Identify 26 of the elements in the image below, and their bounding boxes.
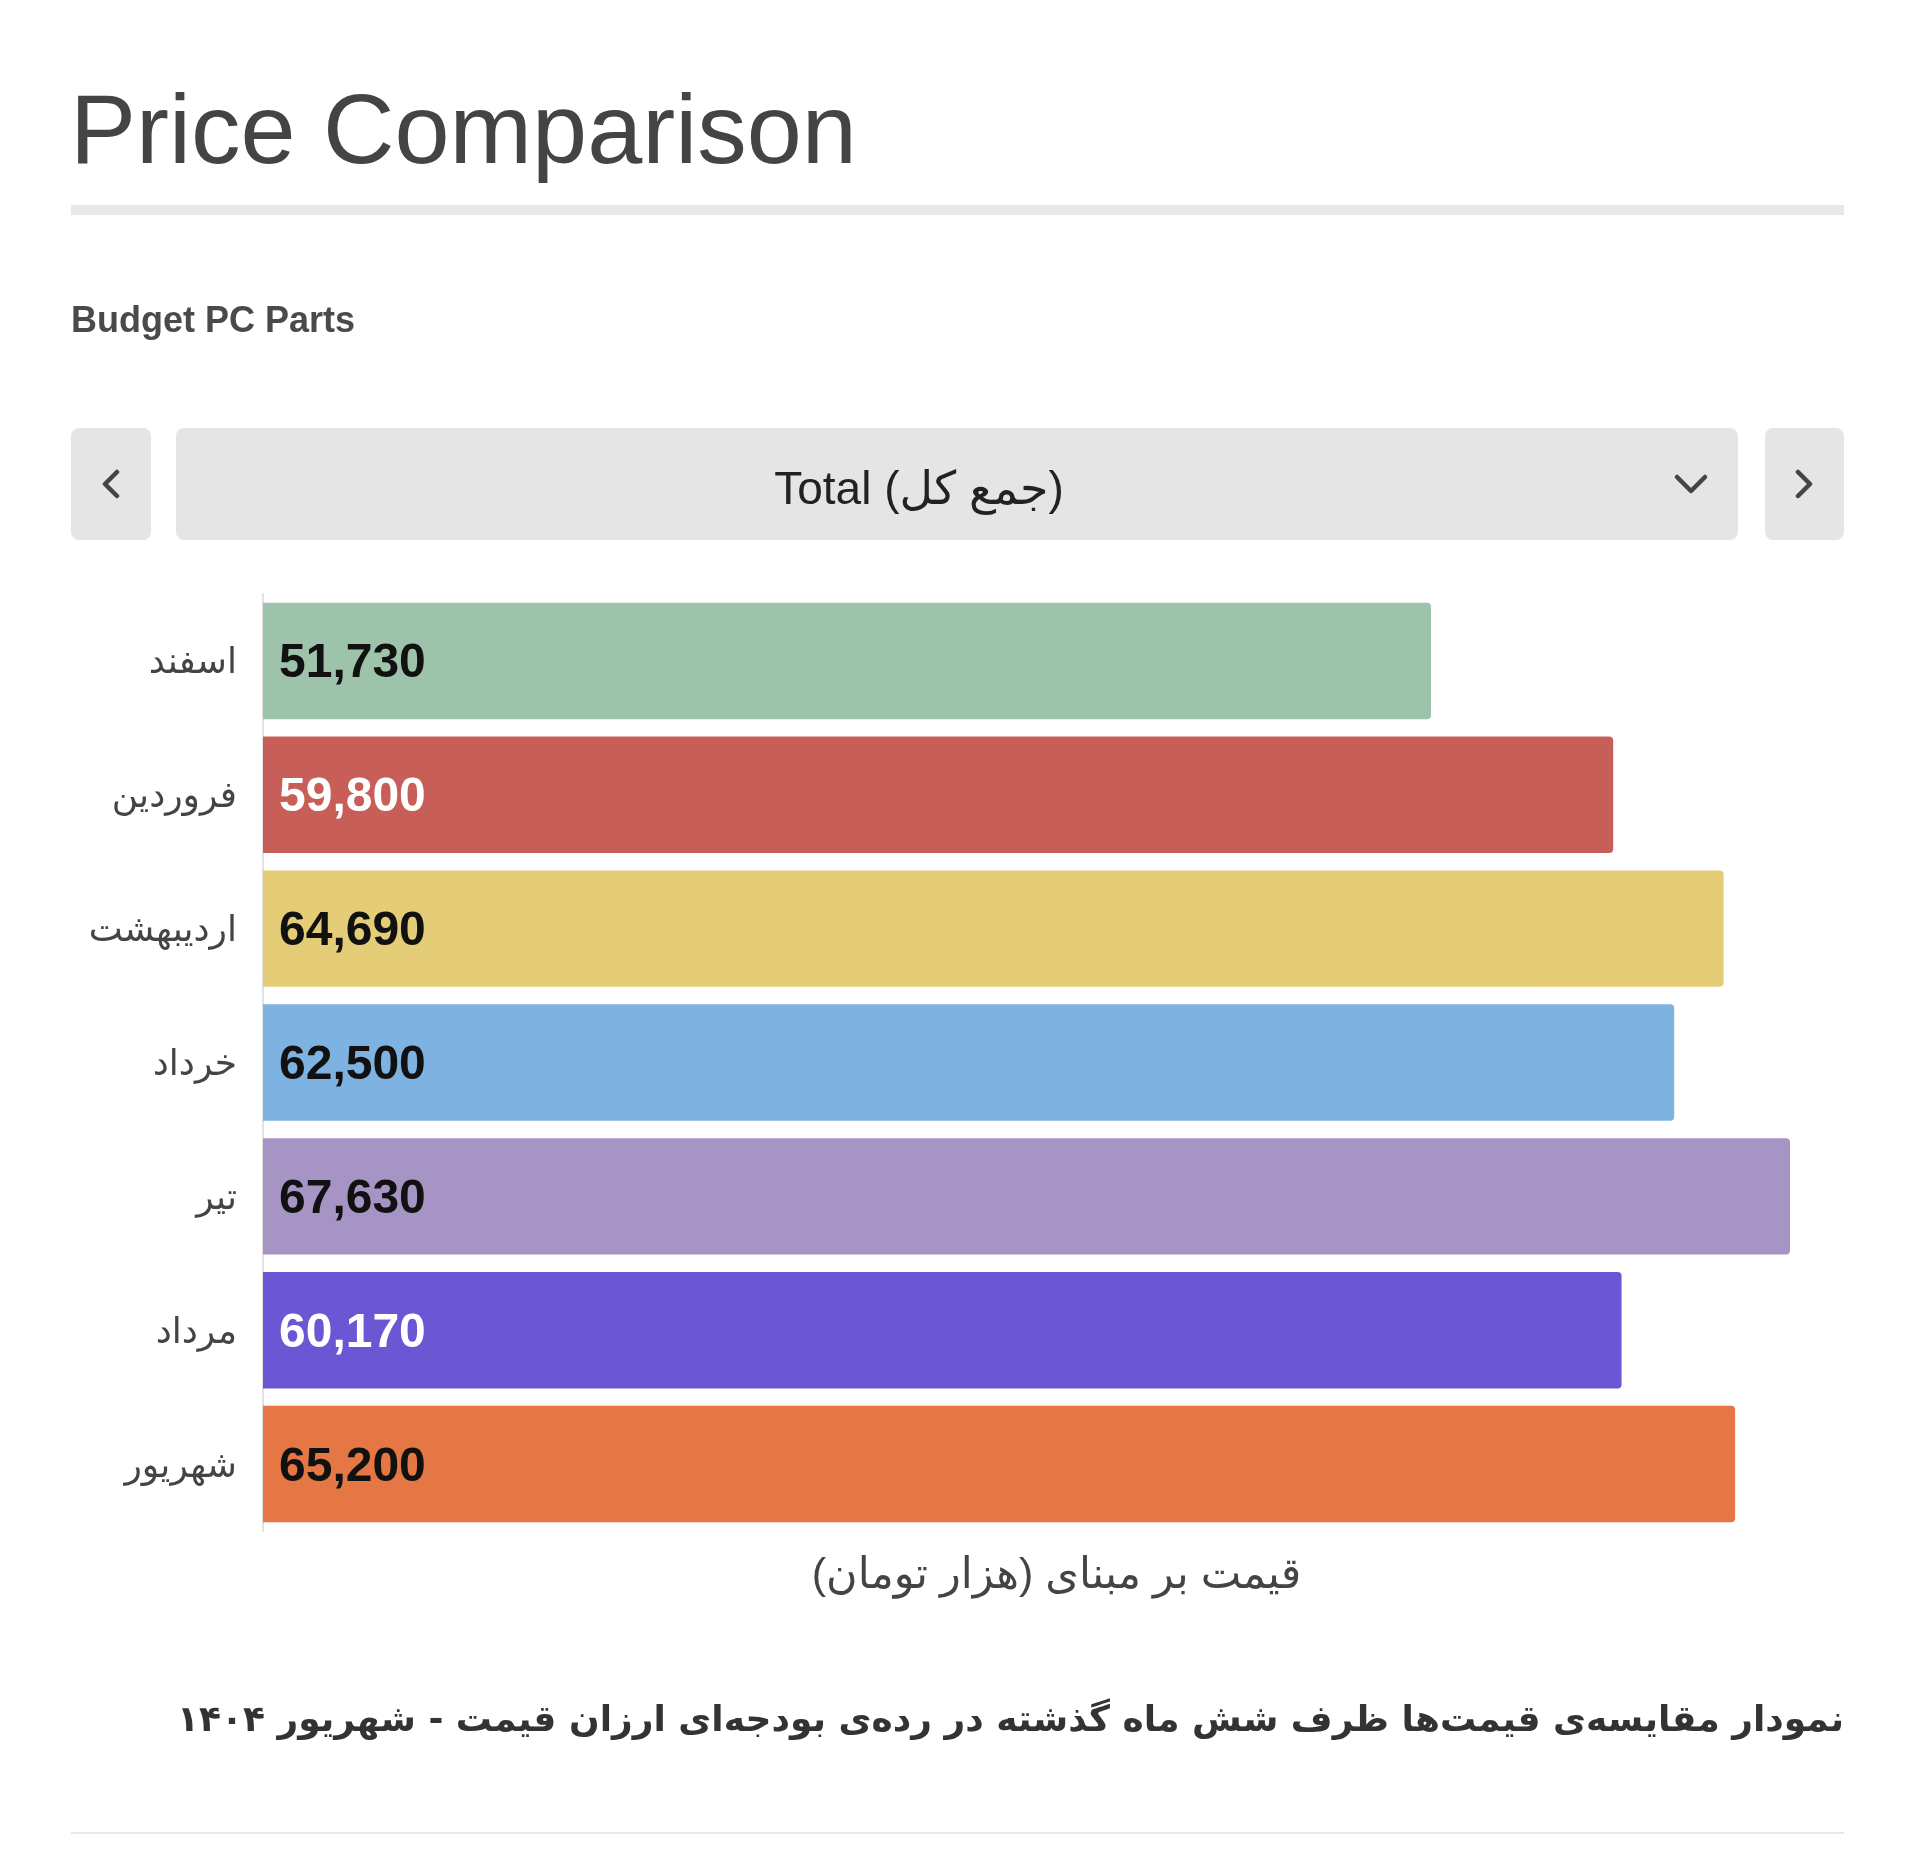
y-tick-label: خرداد (152, 1042, 237, 1084)
y-tick-label: فروردین (111, 774, 237, 817)
data-label: 62,500 (279, 1036, 426, 1089)
y-tick-label: تیر (194, 1175, 237, 1218)
chart-subtitle: Budget PC Parts (71, 298, 356, 342)
chart-title: Price Comparison (70, 72, 857, 186)
data-label: 59,800 (279, 768, 426, 822)
bar (263, 1405, 1736, 1523)
data-label: 65,200 (279, 1437, 426, 1491)
data-label: 51,730 (279, 634, 426, 688)
bar (263, 1271, 1622, 1389)
y-tick-label: اردیبهشت (88, 908, 237, 951)
data-label: 67,630 (279, 1169, 426, 1223)
bar (263, 870, 1724, 987)
bar (263, 1004, 1675, 1121)
bar (263, 736, 1614, 854)
y-tick-label: مرداد (155, 1309, 237, 1352)
dropdown-field: Total (جمع کل) (176, 428, 1738, 540)
bar (263, 602, 1431, 720)
data-label: 60,170 (279, 1303, 426, 1357)
data-label: 64,690 (279, 902, 426, 956)
y-tick-label: اسفند (148, 640, 237, 682)
bar (263, 1138, 1790, 1255)
y-tick-label: شهریور (122, 1443, 237, 1486)
text: نمودار مقایسه‌ی قیمت‌ها ظرف شش ماه گذشته در رده‌ی بودجه‌ای ارزان قیمت - شهریور ۱۴۰۴ (177, 1697, 1844, 1742)
x-axis-title: قیمت بر مبنای (هزار تومان) (811, 1548, 1302, 1599)
